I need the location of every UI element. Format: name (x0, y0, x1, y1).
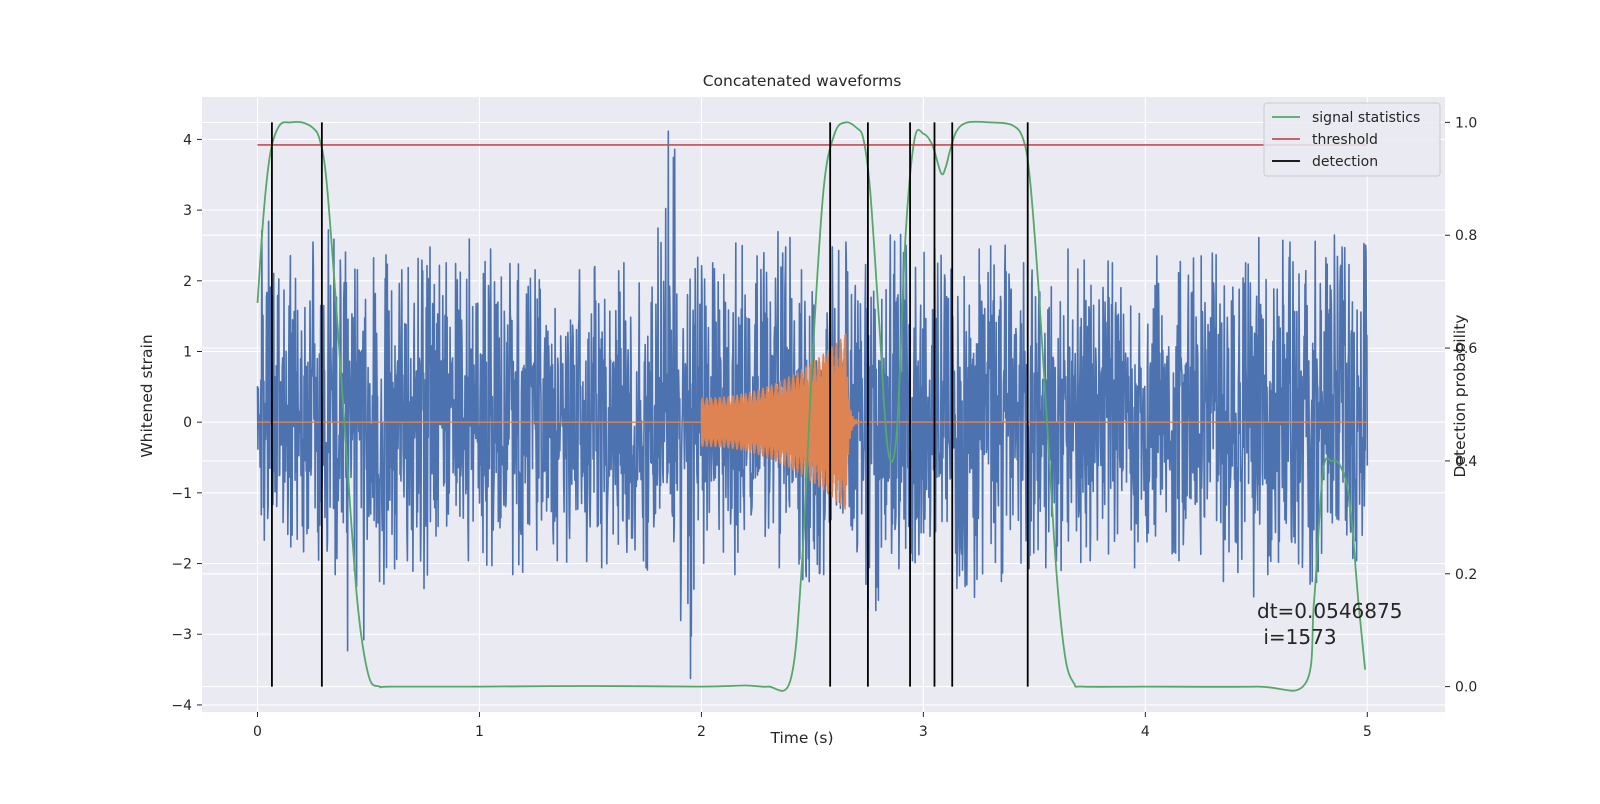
legend-label-signal-statistics: signal statistics (1312, 110, 1420, 126)
x-tick-label: 4 (1141, 724, 1150, 740)
y-axis-label: Whitened strain (138, 334, 156, 457)
x-axis-label: Time (s) (769, 729, 833, 747)
y2-tick-label: 0.2 (1455, 567, 1477, 583)
y2-tick-label: 0.4 (1455, 454, 1477, 470)
y-tick-label: −3 (171, 627, 192, 643)
y2-tick-label: 0.8 (1455, 228, 1477, 244)
legend: signal statistics threshold detection (1263, 102, 1441, 177)
y2-tick-label: 0.6 (1455, 341, 1477, 357)
x-axis-ticks: 0 1 2 3 4 5 (253, 712, 1372, 740)
annotation-dt: dt=0.0546875 (1257, 599, 1402, 623)
legend-label-threshold: threshold (1312, 132, 1378, 148)
chart-title: Concatenated waveforms (703, 72, 902, 90)
y2-tick-label: 0.0 (1455, 680, 1477, 696)
y-tick-label: 0 (183, 415, 192, 431)
annotation-i: i=1573 (1257, 625, 1337, 649)
signal-statistics-line (256, 120, 1366, 692)
y-tick-label: 2 (183, 274, 192, 290)
y-tick-label: 1 (183, 344, 192, 360)
y-axis-ticks: −4 −3 −2 −1 0 1 2 3 4 (171, 132, 202, 714)
x-tick-label: 2 (697, 724, 706, 740)
y-tick-label: −2 (171, 557, 192, 573)
y-tick-label: −4 (171, 698, 192, 714)
strain-line (256, 130, 1369, 680)
y-tick-label: −1 (171, 486, 192, 502)
x-tick-label: 1 (475, 724, 484, 740)
y2-tick-label: 1.0 (1455, 115, 1477, 131)
signal-statistics-series (256, 120, 1366, 692)
x-tick-label: 0 (253, 724, 262, 740)
legend-box (1263, 102, 1441, 177)
y-tick-label: 3 (183, 203, 192, 219)
waveform-line (257, 333, 1368, 510)
waveform-series (257, 333, 1368, 510)
x-tick-label: 5 (1363, 724, 1372, 740)
y-tick-label: 4 (183, 132, 192, 148)
detection-lines (271, 122, 1029, 687)
y2-axis-ticks: 0.0 0.2 0.4 0.6 0.8 1.0 (1445, 115, 1477, 696)
legend-label-detection: detection (1312, 154, 1378, 170)
y2-axis-label: Detection probability (1451, 315, 1469, 478)
x-tick-label: 3 (919, 724, 928, 740)
annotation: dt=0.0546875 i=1573 (1257, 599, 1402, 649)
strain-series (256, 130, 1369, 680)
